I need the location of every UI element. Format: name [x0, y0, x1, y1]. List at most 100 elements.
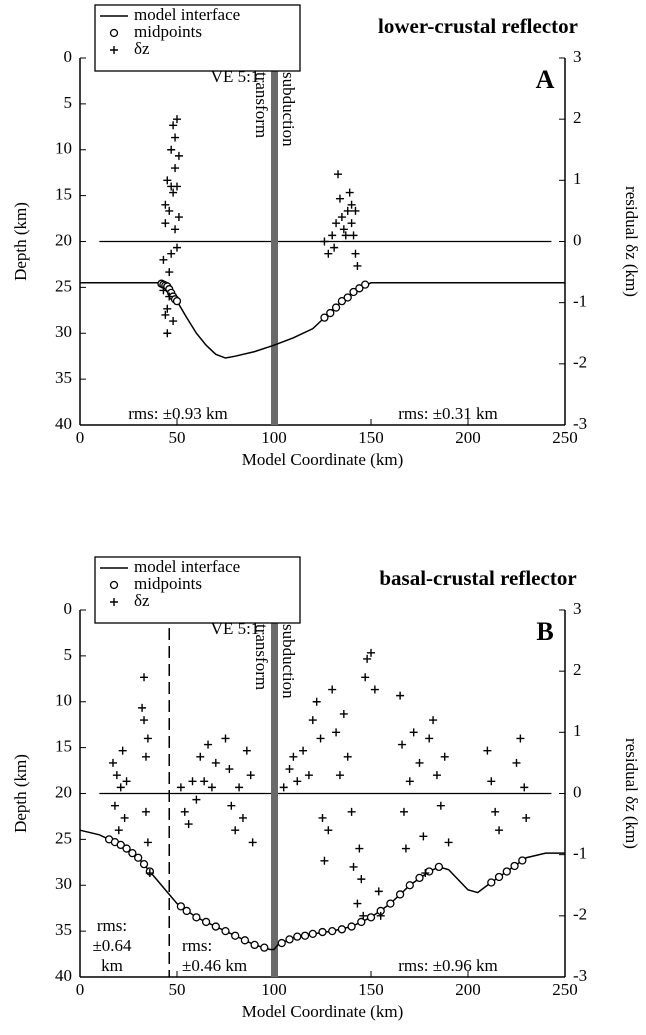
midpoint [510, 861, 519, 871]
delta-z-point [376, 911, 385, 920]
delta-z-point [359, 911, 368, 920]
y2-tick-label: -3 [573, 414, 587, 433]
delta-z-point [429, 716, 438, 725]
delta-z-point [334, 170, 343, 179]
delta-z-point [357, 875, 366, 884]
midpoint [405, 881, 414, 890]
delta-z-point [396, 691, 405, 700]
chart-title: lower-crustal reflector [378, 14, 578, 38]
delta-z-point [192, 795, 201, 804]
midpoint [116, 840, 125, 850]
delta-z-point [304, 771, 313, 780]
legend-circle [109, 580, 119, 590]
x-tick-label: 0 [76, 428, 85, 447]
delta-z-point [279, 783, 288, 792]
delta-z-point [328, 685, 337, 694]
midpoint [192, 913, 201, 922]
delta-z-point [320, 856, 329, 865]
delta-z-point [401, 844, 410, 853]
x-tick-label: 200 [455, 980, 481, 999]
midpoint [518, 856, 527, 865]
delta-z-point [444, 838, 453, 847]
delta-z-point [165, 268, 174, 277]
midpoint [502, 867, 511, 876]
delta-z-point [320, 237, 329, 246]
delta-z-point [351, 206, 360, 215]
midpoint [260, 943, 269, 952]
y-axis-title: Depth (km) [11, 754, 30, 833]
rms-label: km [101, 956, 123, 975]
midpoint [293, 932, 302, 941]
delta-z-point [108, 758, 117, 767]
midpoint [211, 922, 220, 931]
delta-z-point [246, 771, 255, 780]
delta-z-point [188, 777, 197, 786]
delta-z-point [140, 716, 149, 725]
delta-z-point [161, 200, 170, 209]
delta-z-point [204, 740, 213, 749]
legend-circle [109, 28, 119, 38]
delta-z-point [374, 887, 383, 896]
delta-z-point [324, 826, 333, 835]
x-tick-label: 100 [261, 428, 287, 447]
delta-z-point [169, 188, 178, 197]
y2-tick-label: 3 [573, 599, 582, 618]
midpoint [240, 936, 250, 945]
delta-z-point [483, 746, 492, 755]
delta-z-point [345, 188, 354, 197]
delta-z-point [110, 801, 119, 810]
delta-z-point [399, 807, 408, 816]
midpoint [331, 303, 341, 312]
delta-z-point [221, 734, 230, 743]
delta-z-point [171, 164, 180, 173]
delta-z-point [200, 777, 209, 786]
delta-z-point [118, 746, 127, 755]
y-tick-label: 30 [55, 874, 72, 893]
delta-z-point [169, 121, 178, 130]
y2-axis-title: residual δz (km) [622, 186, 641, 297]
rms-label: rms: [97, 916, 127, 935]
delta-z-point [355, 844, 364, 853]
y-tick-label: 35 [55, 368, 72, 387]
delta-z-point [363, 654, 372, 663]
midpoint [347, 922, 356, 931]
delta-z-point [495, 826, 504, 835]
delta-z-point [225, 765, 234, 774]
x-tick-label: 100 [261, 980, 287, 999]
delta-z-point [316, 734, 325, 743]
delta-z-point [330, 243, 339, 252]
delta-z-point [516, 734, 525, 743]
ve-label: VE 5:1 [211, 67, 260, 86]
midpoint [221, 926, 230, 936]
delta-z-point [339, 225, 348, 234]
midpoint [277, 938, 286, 948]
delta-z-point [421, 869, 430, 878]
delta-z-point [235, 783, 244, 792]
delta-z-point [487, 777, 496, 786]
y-tick-label: 25 [55, 828, 72, 847]
delta-z-point [176, 783, 185, 792]
delta-z-point [341, 231, 350, 240]
delta-z-point [141, 807, 150, 816]
y2-tick-label: 0 [573, 230, 582, 249]
delta-z-point [299, 746, 308, 755]
delta-z-point [409, 728, 418, 737]
delta-z-point [335, 771, 344, 780]
y2-tick-label: 3 [573, 47, 582, 66]
delta-z-point [165, 206, 174, 215]
delta-z-point [436, 801, 445, 810]
boundary-label: subduction [279, 624, 298, 699]
delta-z-point [347, 200, 356, 209]
delta-z-point [196, 752, 205, 761]
legend-box [94, 4, 301, 72]
delta-z-point [285, 765, 294, 774]
midpoint [139, 859, 149, 869]
y2-axis-title: residual δz (km) [622, 738, 641, 849]
midpoint [201, 917, 211, 927]
delta-z-point [328, 231, 337, 240]
x-tick-label: 150 [358, 428, 384, 447]
midpoint [425, 867, 434, 876]
delta-z-point [337, 213, 346, 222]
x-tick-label: 50 [169, 980, 186, 999]
